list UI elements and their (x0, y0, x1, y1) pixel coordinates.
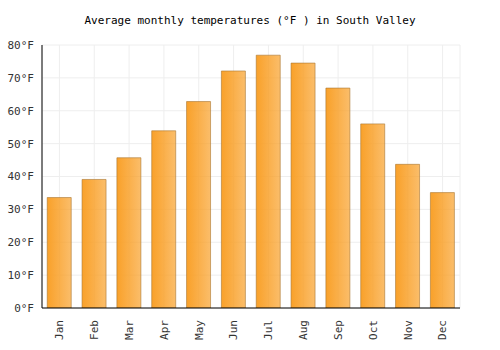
svg-text:30°F: 30°F (8, 203, 34, 216)
svg-text:Oct: Oct (367, 320, 380, 340)
svg-text:Jul: Jul (262, 320, 275, 340)
svg-text:Apr: Apr (158, 320, 171, 340)
svg-text:10°F: 10°F (8, 269, 34, 282)
html-text:Average monthly temperatures (: Average monthly temperatures (°F ) in So… (84, 14, 416, 27)
svg-text:Feb: Feb (88, 320, 101, 340)
svg-text:Nov: Nov (402, 320, 415, 340)
svg-text:60°F: 60°F (8, 105, 34, 118)
svg-text:0°F: 0°F (14, 302, 34, 315)
svg-text:Jun: Jun (227, 320, 240, 340)
svg-text:70°F: 70°F (8, 72, 34, 85)
svg-text:80°F: 80°F (8, 39, 34, 52)
svg-text:Aug: Aug (297, 320, 310, 340)
svg-text:50°F: 50°F (8, 138, 34, 151)
svg-text:20°F: 20°F (8, 236, 34, 249)
svg-text:Mar: Mar (123, 320, 136, 340)
svg-text:Jan: Jan (53, 320, 66, 340)
svg-text:Dec: Dec (436, 320, 449, 340)
svg-text:Sep: Sep (332, 320, 345, 340)
svg-text:May: May (193, 320, 206, 340)
svg-text:40°F: 40°F (8, 170, 34, 183)
